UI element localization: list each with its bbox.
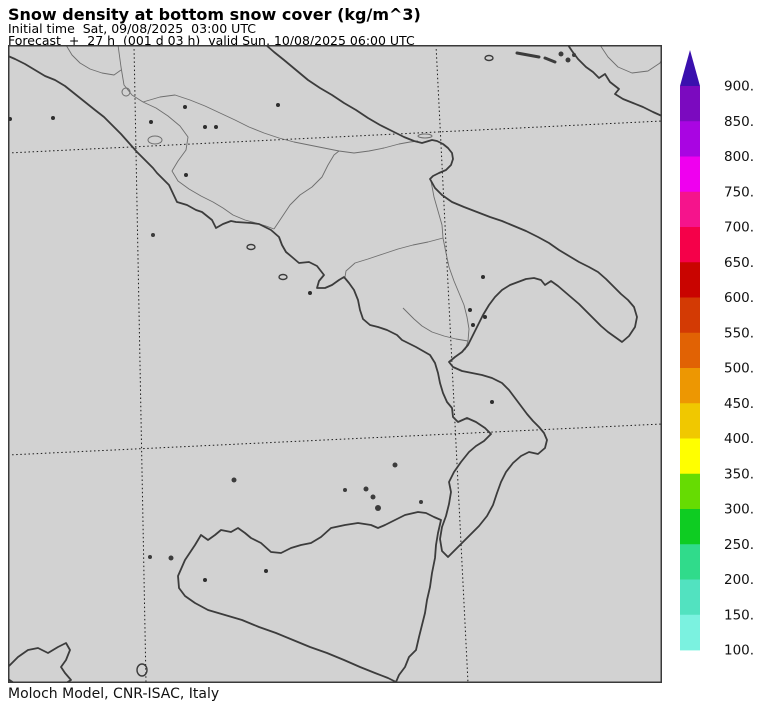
lake-fucino — [147, 135, 163, 145]
colorbar-label: 800. — [724, 149, 754, 165]
border-balkan — [599, 45, 662, 74]
colorbar-segment — [680, 438, 700, 475]
colorbar: 900. 850. 800. 750. 700. 650. 600. 550. 500. 450.… — [680, 50, 754, 659]
city-dot — [308, 291, 312, 295]
colorbar-segment — [680, 579, 700, 616]
colorbar-label: 600. — [724, 290, 754, 306]
coast-sicily — [177, 511, 442, 683]
border-basilicata-calabria — [402, 307, 469, 342]
island-pantelleria — [136, 663, 148, 677]
city-dot — [214, 125, 218, 129]
colorbar-label: 700. — [724, 220, 754, 236]
colorbar-label: 900. — [724, 79, 754, 95]
croatia-island-b — [543, 56, 557, 64]
colorbar-label: 400. — [724, 431, 754, 447]
colorbar-segment — [680, 332, 700, 369]
lake-lesina-varano — [417, 133, 433, 139]
colorbar-segment — [680, 121, 700, 157]
island-croatia-d — [565, 57, 571, 63]
colorbar-segment — [680, 262, 700, 298]
credit-line: Moloch Model, CNR-ISAC, Italy — [8, 686, 220, 702]
island-ustica — [231, 477, 237, 483]
island-capri — [278, 273, 288, 281]
city-dot — [264, 569, 268, 573]
colorbar-arrow — [680, 50, 700, 86]
colorbar-label: 450. — [724, 396, 754, 412]
lake-bracciano — [121, 87, 131, 97]
colorbar-label: 250. — [724, 537, 754, 553]
island-stromboli — [392, 462, 398, 468]
colorbar-segment — [680, 297, 700, 334]
colorbar-label: 150. — [724, 607, 754, 623]
colorbar-segment — [680, 614, 700, 651]
colorbar-label: 550. — [724, 325, 754, 341]
city-dot — [471, 323, 475, 327]
island-aeolian-a — [343, 488, 347, 492]
city-dot — [149, 120, 153, 124]
island-ponza — [151, 233, 155, 237]
map-canvas — [8, 45, 662, 683]
city-dot — [184, 173, 188, 177]
coast-mainland-italy — [8, 45, 638, 558]
city-dot — [468, 308, 472, 312]
colorbar-segment — [680, 227, 700, 263]
island-aeolian-d — [375, 505, 381, 511]
city-dot — [203, 125, 207, 129]
island-aeolian-e — [419, 500, 423, 504]
border-umbria — [65, 45, 122, 76]
island-egadi-a — [148, 555, 152, 559]
border-campania-molise — [273, 150, 340, 230]
island-ischia — [246, 243, 256, 251]
colorbar-segment — [680, 156, 700, 193]
colorbar-segment — [680, 509, 700, 545]
island-adriatic-islet — [484, 54, 494, 62]
colorbar-label: 750. — [724, 184, 754, 200]
map-frame — [8, 45, 662, 683]
colorbar-segment — [680, 191, 700, 228]
border-abruzzo-north — [142, 94, 419, 154]
colorbar-segment — [680, 368, 700, 404]
colorbar-label: 100. — [724, 643, 754, 659]
city-dot — [490, 400, 494, 404]
border-lazio-east — [117, 45, 275, 230]
border-campania-puglia — [344, 237, 444, 278]
border-puglia-basilicata — [442, 237, 470, 351]
colorbar-segment — [680, 86, 700, 122]
page-title: Snow density at bottom snow cover (kg/m^… — [8, 5, 421, 24]
map-background — [8, 45, 662, 683]
colorbar-label: 300. — [724, 502, 754, 518]
island-egadi-b — [168, 555, 174, 561]
city-dot — [203, 578, 207, 582]
coast-balkan — [567, 45, 662, 117]
city-dot — [483, 315, 487, 319]
island-aeolian-b — [363, 486, 369, 492]
coast-tunisia-cap-bon — [8, 642, 72, 683]
colorbar-label: 350. — [724, 466, 754, 482]
city-dot — [183, 105, 187, 109]
gridline-parallel-north — [8, 120, 662, 154]
city-dot — [51, 116, 55, 120]
island-croatia-e — [572, 53, 576, 57]
border-gargano-base — [430, 180, 444, 239]
colorbar-label: 650. — [724, 255, 754, 271]
colorbar-label: 200. — [724, 572, 754, 588]
island-croatia-c — [558, 51, 564, 57]
island-aeolian-c — [370, 494, 376, 500]
city-dot — [481, 275, 485, 279]
colorbar-label: 850. — [724, 114, 754, 130]
colorbar-segment — [680, 544, 700, 580]
colorbar-segment — [680, 473, 700, 510]
city-dot — [276, 103, 280, 107]
forecast-valid-line: Forecast + 27 h (001 d 03 h) valid Sun, … — [8, 33, 415, 48]
croatia-island-a — [515, 51, 541, 59]
colorbar-segment — [680, 403, 700, 439]
gridline-parallel-south — [8, 423, 662, 456]
colorbar-label: 500. — [724, 361, 754, 377]
initial-time-line: Initial time Sat, 09/08/2025 03:00 UTC — [8, 21, 256, 36]
